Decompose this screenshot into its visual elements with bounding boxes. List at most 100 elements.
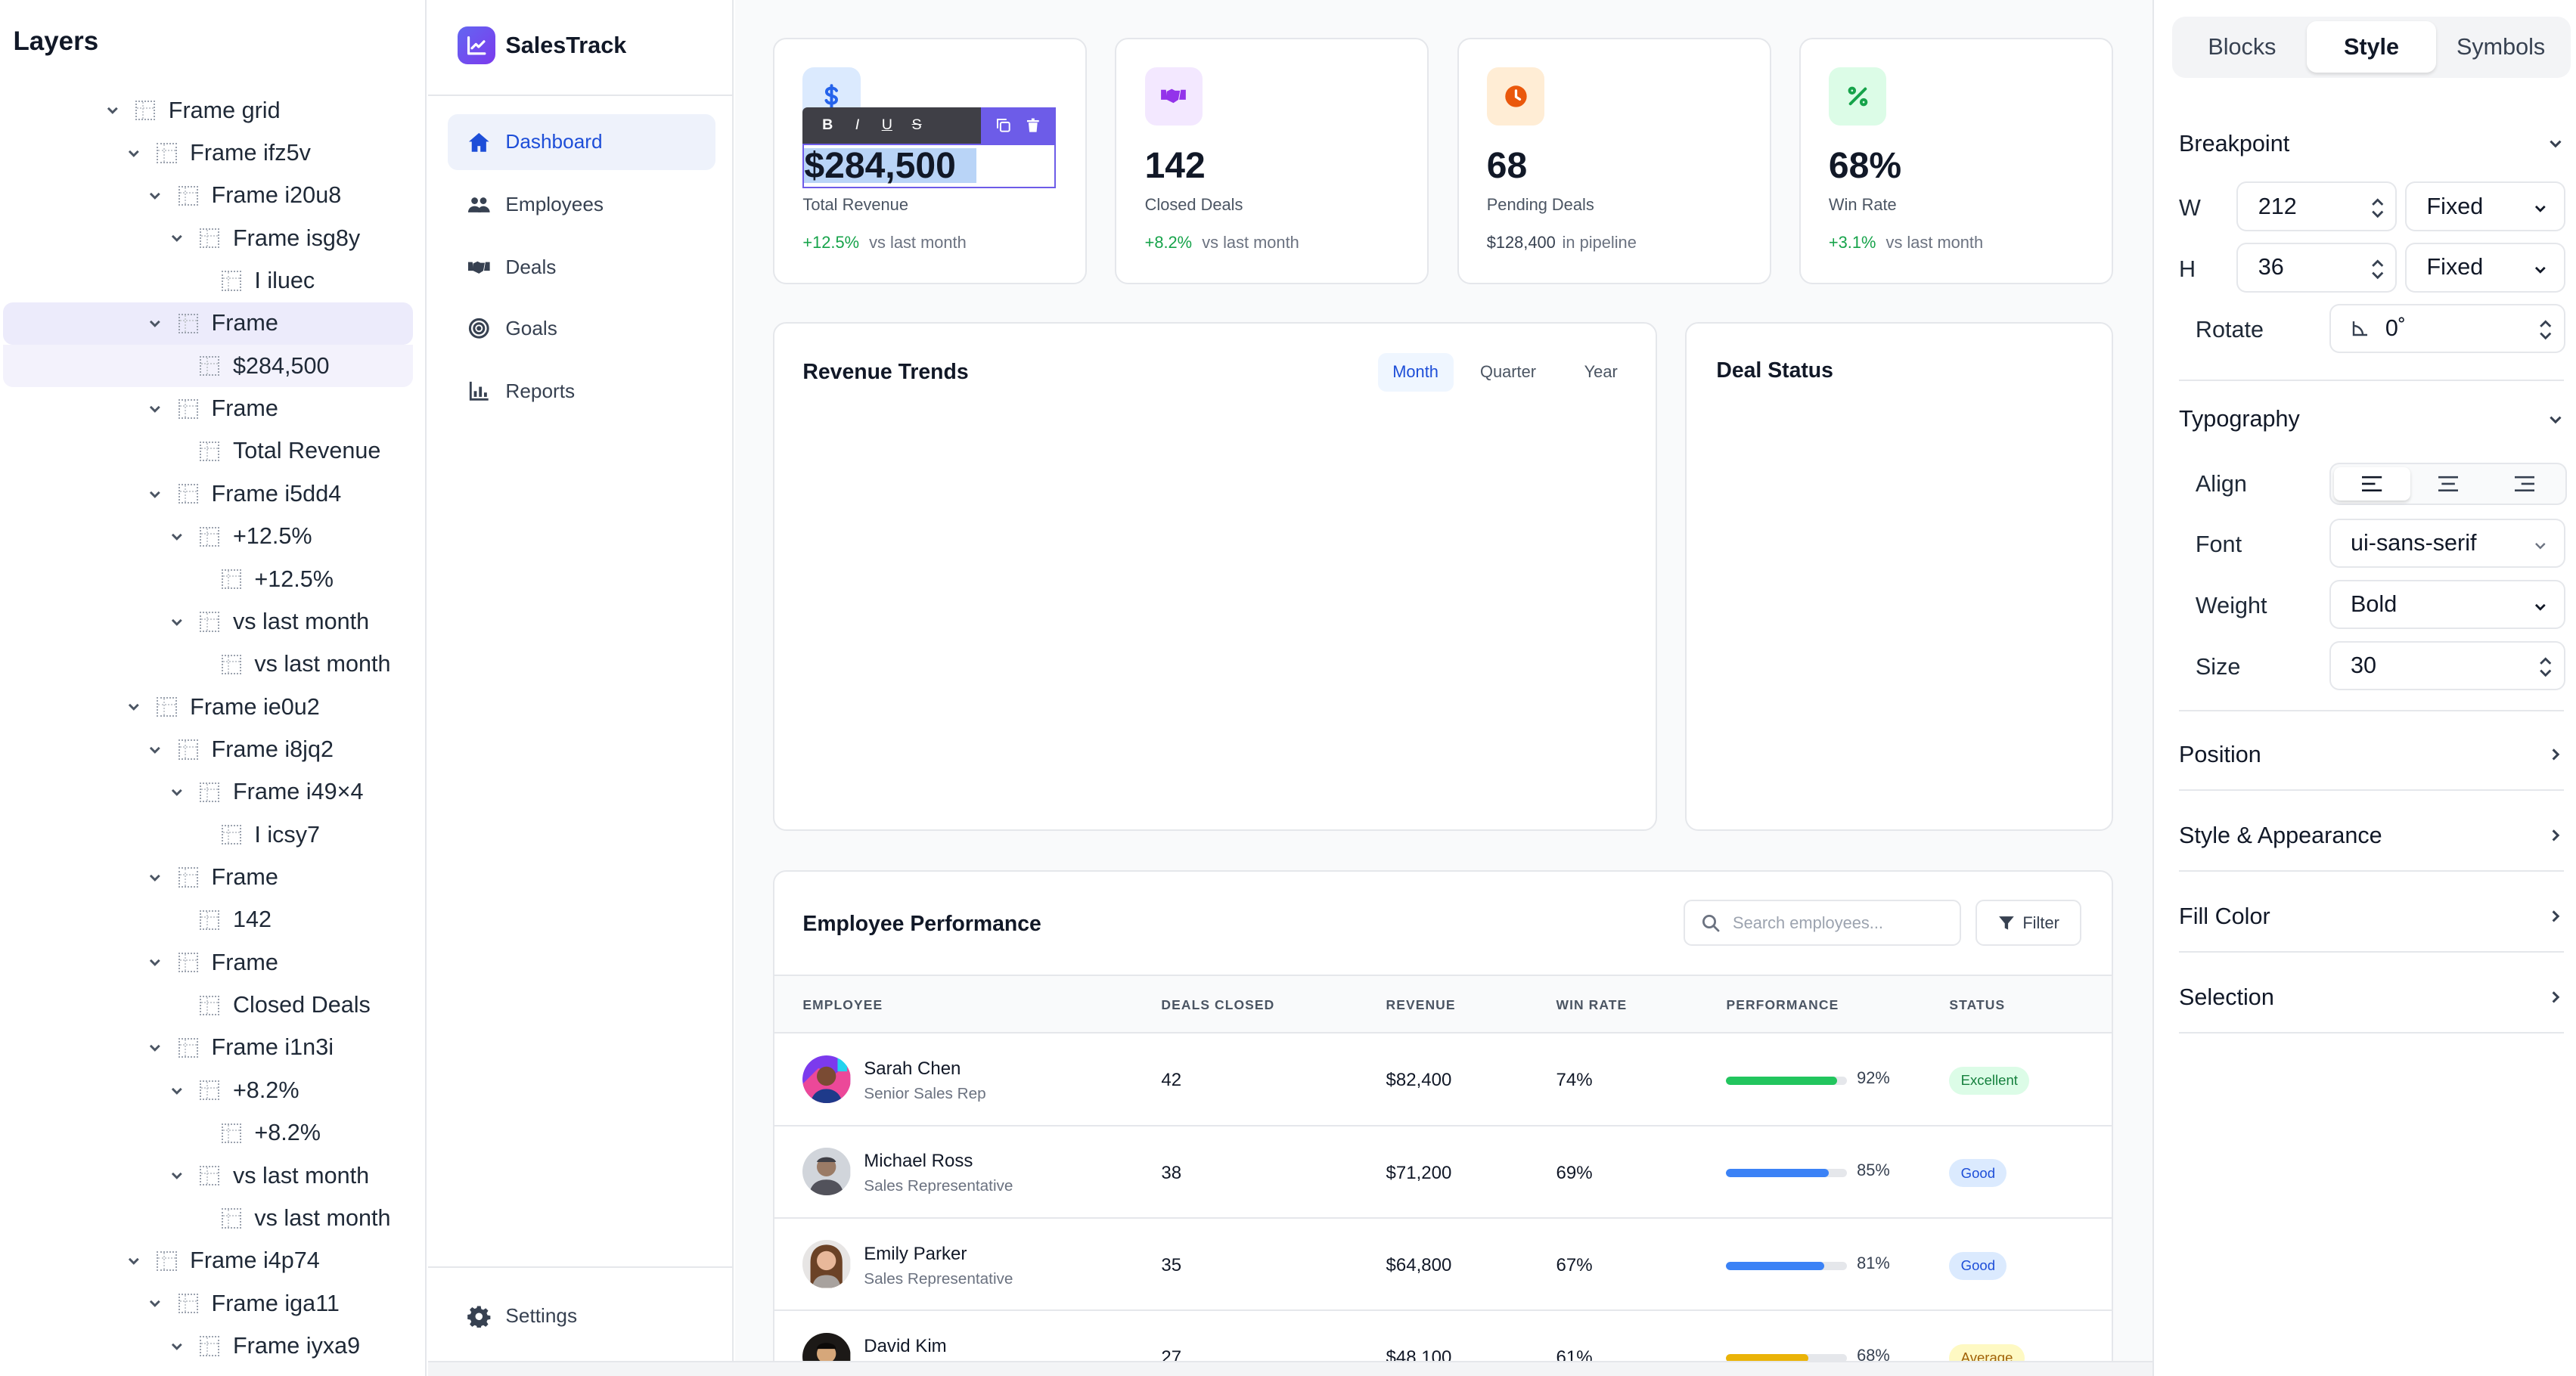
width-input[interactable]: 212 [2236, 181, 2398, 231]
stat-value[interactable]: $284,500 [804, 145, 956, 186]
chevron-down-icon[interactable] [167, 1336, 187, 1356]
selected-text-element[interactable]: $284,500 [802, 143, 1056, 188]
chevron-down-icon[interactable] [102, 101, 122, 120]
layer-row[interactable]: Total Revenue [3, 430, 413, 473]
layer-row[interactable]: Frame [3, 387, 413, 429]
nav-item-dashboard[interactable]: Dashboard [447, 113, 715, 170]
nav-item-reports[interactable]: Reports [448, 364, 715, 420]
font-size-input[interactable]: 30 [2329, 640, 2566, 691]
align-center-button[interactable] [2410, 467, 2487, 501]
position-section-header[interactable]: Position [2179, 738, 2564, 771]
nav-item-goals[interactable]: Goals [448, 301, 715, 357]
layer-row[interactable]: Frame i1n3i [3, 1027, 413, 1069]
tab-style[interactable]: Style [2306, 21, 2437, 73]
style-appearance-section-header[interactable]: Style & Appearance [2179, 819, 2564, 852]
italic-button[interactable]: I [855, 116, 860, 134]
chevron-down-icon[interactable] [167, 228, 187, 248]
search-input[interactable]: Search employees... [1683, 900, 1961, 947]
layer-row[interactable]: vs last month [3, 1197, 413, 1239]
stat-card-closed-deals[interactable]: 142 Closed Deals +8.2% vs last month [1115, 38, 1429, 284]
selection-section-header[interactable]: Selection [2179, 981, 2564, 1015]
layer-row[interactable]: +8.2% [3, 1069, 413, 1111]
layer-row[interactable]: Frame ie0u2 [3, 686, 413, 728]
stat-card-pending-deals[interactable]: 68 Pending Deals $128,400 in pipeline [1457, 38, 1771, 284]
tab-blocks[interactable]: Blocks [2208, 33, 2277, 60]
width-mode-select[interactable]: Fixed [2405, 181, 2566, 231]
layer-row[interactable]: Frame grid [3, 89, 413, 132]
chevron-down-icon[interactable] [145, 314, 165, 333]
chevron-down-icon[interactable] [167, 783, 187, 802]
layer-row[interactable]: vs last month [3, 643, 413, 686]
breakpoint-section-header[interactable]: Breakpoint [2179, 127, 2564, 160]
chevron-down-icon[interactable] [124, 1251, 144, 1271]
horizontal-scrollbar[interactable] [427, 1360, 2155, 1376]
nav-item-deals[interactable]: Deals [448, 240, 715, 296]
stepper-icon[interactable] [2371, 258, 2384, 281]
layer-row[interactable]: Frame [3, 856, 413, 898]
layer-row[interactable]: I iluec [3, 259, 413, 302]
layer-row[interactable]: Frame [3, 302, 414, 346]
table-row[interactable]: Michael Ross Sales Representative 38 $71… [774, 1127, 2112, 1219]
fill-color-section-header[interactable]: Fill Color [2179, 900, 2564, 933]
layer-row[interactable]: $284,500 [3, 345, 414, 388]
period-quarter-button[interactable]: Quarter [1480, 362, 1537, 382]
stepper-icon[interactable] [2539, 318, 2552, 342]
chevron-down-icon[interactable] [167, 612, 187, 631]
chevron-down-icon[interactable] [145, 953, 165, 972]
column-header[interactable]: WIN RATE [1556, 996, 1628, 1012]
layer-row[interactable]: vs last month [3, 600, 413, 643]
rotate-input[interactable]: 0˚ [2329, 303, 2566, 354]
layer-row[interactable]: Frame i8jq2 [3, 728, 413, 770]
stat-card-win-rate[interactable]: 68% Win Rate +3.1% vs last month [1799, 38, 2113, 284]
tab-symbols[interactable]: Symbols [2456, 33, 2546, 60]
layer-row[interactable]: I icsy7 [3, 814, 413, 856]
layer-row[interactable]: Frame i4p74 [3, 1240, 413, 1282]
layer-row[interactable]: Frame iyxa9 [3, 1325, 413, 1367]
layer-row[interactable]: Closed Deals [3, 984, 413, 1026]
chevron-down-icon[interactable] [145, 399, 165, 419]
chevron-down-icon[interactable] [124, 697, 144, 717]
typography-section-header[interactable]: Typography [2179, 403, 2564, 436]
stepper-icon[interactable] [2539, 655, 2552, 679]
align-right-button[interactable] [2486, 467, 2562, 501]
layer-row[interactable]: +12.5% [3, 516, 413, 558]
height-input[interactable]: 36 [2236, 243, 2398, 293]
period-month-button[interactable]: Month [1377, 353, 1454, 392]
chevron-down-icon[interactable] [124, 143, 144, 163]
chevron-down-icon[interactable] [145, 1038, 165, 1058]
layer-row[interactable]: +12.5% [3, 558, 413, 600]
weight-select[interactable]: Bold [2329, 579, 2566, 630]
table-row[interactable]: Sarah Chen Senior Sales Rep 42 $82,400 7… [774, 1034, 2112, 1127]
chevron-down-icon[interactable] [167, 1080, 187, 1100]
strikethrough-button[interactable]: S [911, 116, 922, 134]
chevron-down-icon[interactable] [145, 186, 165, 206]
period-year-button[interactable]: Year [1584, 362, 1618, 382]
column-header[interactable]: PERFORMANCE [1726, 996, 1839, 1012]
layer-row[interactable]: Frame iga11 [3, 1282, 413, 1325]
column-header[interactable]: DEALS CLOSED [1161, 996, 1275, 1012]
nav-item-employees[interactable]: Employees [448, 177, 715, 233]
chevron-down-icon[interactable] [145, 1294, 165, 1313]
chevron-down-icon[interactable] [167, 527, 187, 547]
underline-button[interactable]: U [881, 116, 892, 134]
column-header[interactable]: STATUS [1949, 996, 2006, 1012]
nav-item-settings[interactable]: Settings [448, 1288, 715, 1344]
layer-row[interactable]: Frame ifz5v [3, 132, 413, 174]
layer-row[interactable]: 142 [3, 899, 413, 941]
chevron-down-icon[interactable] [145, 739, 165, 759]
copy-icon[interactable] [996, 118, 1011, 133]
stepper-icon[interactable] [2371, 197, 2384, 220]
layer-row[interactable]: Frame [3, 941, 413, 984]
layer-row[interactable]: Frame i5dd4 [3, 473, 413, 515]
layer-row[interactable]: Frame i20u8 [3, 175, 413, 217]
align-left-button[interactable] [2334, 467, 2410, 501]
layer-row[interactable]: Frame i49×4 [3, 771, 413, 814]
layer-row[interactable]: +8.2% [3, 1112, 413, 1154]
font-select[interactable]: ui-sans-serif [2329, 518, 2566, 569]
chevron-down-icon[interactable] [167, 1166, 187, 1185]
column-header[interactable]: REVENUE [1386, 996, 1456, 1012]
chevron-down-icon[interactable] [145, 484, 165, 504]
brand[interactable]: SalesTrack [458, 26, 626, 65]
chevron-down-icon[interactable] [145, 867, 165, 887]
trash-icon[interactable] [1026, 118, 1041, 133]
